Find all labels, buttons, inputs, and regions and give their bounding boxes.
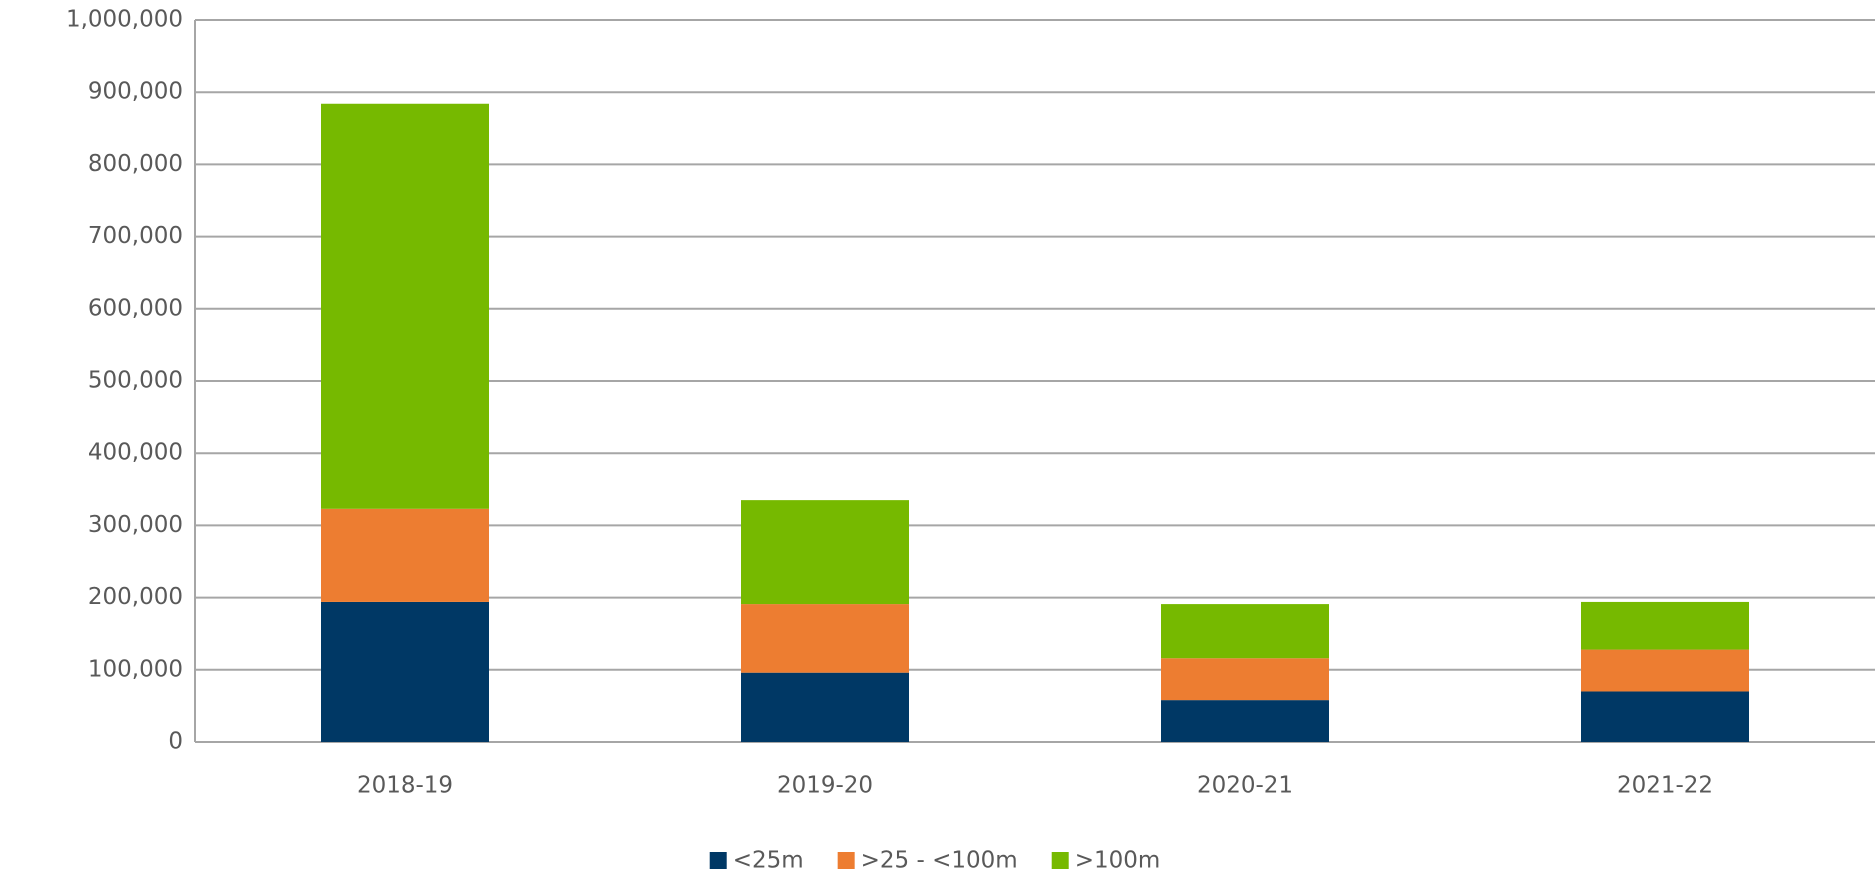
y-tick-label: 100,000: [88, 656, 183, 682]
bar-segment: [1581, 649, 1749, 692]
legend-label: >25 - <100m: [861, 848, 1018, 874]
y-tick-label: 800,000: [88, 151, 183, 177]
x-tick-label: 2018-19: [357, 773, 453, 799]
legend-swatch: [1051, 852, 1069, 869]
y-tick-label: 600,000: [88, 295, 183, 321]
x-tick-label: 2019-20: [777, 773, 873, 799]
bar-segment: [741, 604, 909, 673]
legend-swatch: [709, 852, 727, 869]
y-tick-label: 200,000: [88, 584, 183, 610]
legend-label: <25m: [733, 848, 804, 874]
bar-segment: [1581, 691, 1749, 742]
bar-segment: [321, 103, 489, 509]
y-tick-label: 400,000: [88, 440, 183, 466]
bar-segment: [1161, 658, 1329, 701]
y-tick-label: 300,000: [88, 512, 183, 538]
bar-segment: [741, 500, 909, 605]
bar-segment: [321, 508, 489, 602]
bar-segment: [1161, 604, 1329, 659]
x-tick-label: 2020-21: [1197, 773, 1293, 799]
y-tick-label: 900,000: [88, 79, 183, 105]
y-tick-label: 0: [168, 729, 183, 755]
y-tick-label: 500,000: [88, 368, 183, 394]
bar-segment: [321, 601, 489, 742]
x-tick-label: 2021-22: [1617, 773, 1713, 799]
bar-segment: [1161, 700, 1329, 742]
bar-segment: [1581, 601, 1749, 650]
legend-swatch: [837, 852, 855, 869]
y-tick-label: 700,000: [88, 223, 183, 249]
legend-label: >100m: [1075, 848, 1161, 874]
bar-segment: [741, 672, 909, 742]
y-tick-label: 1,000,000: [66, 7, 183, 33]
